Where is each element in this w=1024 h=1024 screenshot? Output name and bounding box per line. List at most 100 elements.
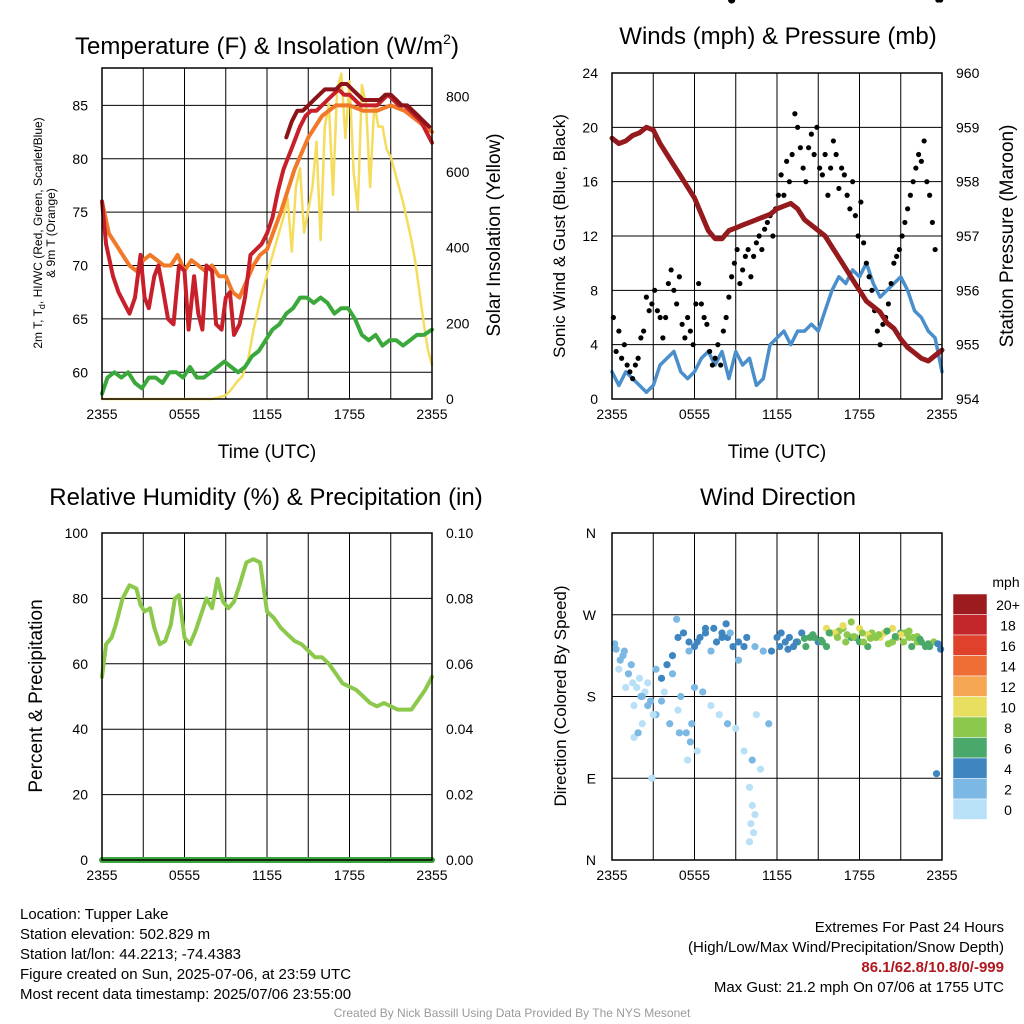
gust-point <box>825 192 831 198</box>
gust-point <box>792 111 798 117</box>
direction-point <box>634 729 642 737</box>
direction-point <box>916 635 924 643</box>
gust-point <box>685 314 691 321</box>
gust-point <box>808 131 814 137</box>
temp-y-tick-label: 60 <box>72 364 88 380</box>
dir-x-tick-label: 0555 <box>679 867 710 883</box>
rh-y2-tick-label: 0.02 <box>446 787 473 803</box>
direction-point <box>728 0 736 4</box>
winds-title: Winds (mph) & Pressure (mb) <box>619 23 936 50</box>
gust-point <box>891 260 897 266</box>
legend-swatch <box>952 737 988 759</box>
extremes-max-gust: Max Gust: 21.2 mph On 07/06 at 1755 UTC <box>713 979 1004 996</box>
temp-y-tick-label: 80 <box>72 151 88 167</box>
legend-swatch <box>952 634 988 656</box>
temp-x-tick-label: 2355 <box>86 406 117 422</box>
winds-x-tick-label: 2355 <box>926 406 957 422</box>
gust-point <box>709 362 715 368</box>
gust-point <box>751 253 757 259</box>
info-elevation: Station elevation: 502.829 m <box>20 926 211 943</box>
direction-point <box>644 679 652 687</box>
gust-point <box>630 376 636 382</box>
gust-point <box>874 328 880 334</box>
winds-y-tick-label: 16 <box>582 174 598 190</box>
direction-point <box>792 638 800 646</box>
direction-point <box>673 615 681 623</box>
winds-y2-tick-label: 955 <box>956 337 980 353</box>
gust-point <box>803 179 809 185</box>
gust-point <box>775 192 781 198</box>
direction-point <box>800 634 809 642</box>
info-location: Location: Tupper Lake <box>20 906 169 923</box>
direction-point <box>817 636 825 644</box>
rh-title: Relative Humidity (%) & Precipitation (i… <box>49 484 482 511</box>
direction-point <box>624 670 633 678</box>
legend-swatch <box>952 778 988 800</box>
direction-point <box>932 770 941 778</box>
legend-swatch <box>952 593 988 615</box>
station-info: Location: Tupper Lake Station elevation:… <box>20 905 351 1005</box>
winds-series-group <box>609 0 945 394</box>
dir-y-tick-label: N <box>586 525 596 541</box>
direction-point <box>756 765 765 773</box>
direction-point <box>722 620 730 628</box>
gust-point <box>795 124 801 130</box>
gust-point <box>621 342 627 348</box>
direction-point <box>750 829 758 837</box>
gust-point <box>836 185 842 192</box>
direction-point <box>627 661 635 669</box>
gust-point <box>861 240 867 246</box>
gust-point <box>806 145 812 151</box>
gust-point <box>770 233 776 239</box>
direction-point <box>638 720 646 728</box>
gust-point <box>932 246 938 253</box>
direction-point <box>784 645 792 653</box>
direction-point <box>839 622 847 630</box>
direction-point <box>888 624 897 632</box>
gust-point <box>817 165 823 171</box>
gust-point <box>762 226 768 232</box>
direction-point <box>785 633 793 642</box>
gust-point <box>778 172 784 178</box>
gust-point <box>734 246 740 253</box>
direction-point <box>712 638 721 646</box>
temp-y2-tick-label: 0 <box>446 391 454 407</box>
direction-point <box>668 670 677 678</box>
legend-label: 16 <box>1000 638 1016 654</box>
winds-y-tick-label: 20 <box>582 119 598 135</box>
gust-point <box>687 328 693 334</box>
direction-point <box>897 631 905 639</box>
gust-point <box>759 246 765 253</box>
gust-point <box>740 267 746 273</box>
gust-point <box>731 260 737 266</box>
direction-point <box>615 665 623 673</box>
legend-label: 10 <box>1000 700 1016 716</box>
temp-temp-line <box>100 87 434 337</box>
legend-label: 20+ <box>996 597 1020 613</box>
gust-point <box>742 253 748 259</box>
legend-swatch <box>952 696 988 718</box>
temp-x-axis-label: Time (UTC) <box>218 442 317 463</box>
direction-point <box>751 642 759 651</box>
dir-y-tick-label: S <box>587 689 596 705</box>
rh-plot-frame <box>101 532 433 861</box>
direction-point <box>802 642 810 651</box>
winds-y2-tick-label: 958 <box>956 174 980 190</box>
rh-tick-labels: 2355 0555 1155 1755 23550204060801000.000.02… <box>65 525 474 883</box>
direction-point <box>743 633 751 642</box>
direction-point <box>809 631 817 639</box>
legend-label: 0 <box>1004 802 1012 818</box>
direction-point <box>685 647 693 655</box>
rh-panel: Relative Humidity (%) & Precipitation (i… <box>26 484 483 883</box>
direction-point <box>734 656 743 664</box>
rh-y-tick-label: 100 <box>65 525 89 541</box>
winds-plot-frame <box>611 72 943 400</box>
direction-point <box>740 642 748 651</box>
temp-title: Temperature (F) & Insolation (W/m2) <box>75 31 459 60</box>
info-recent: Most recent data timestamp: 2025/07/06 2… <box>20 986 352 1003</box>
extremes-box: Extremes For Past 24 Hours (High/Low/Max… <box>688 918 1004 998</box>
temp-x-tick-label: 1755 <box>334 406 365 422</box>
gust-point <box>918 158 924 164</box>
gust-point <box>894 253 900 259</box>
